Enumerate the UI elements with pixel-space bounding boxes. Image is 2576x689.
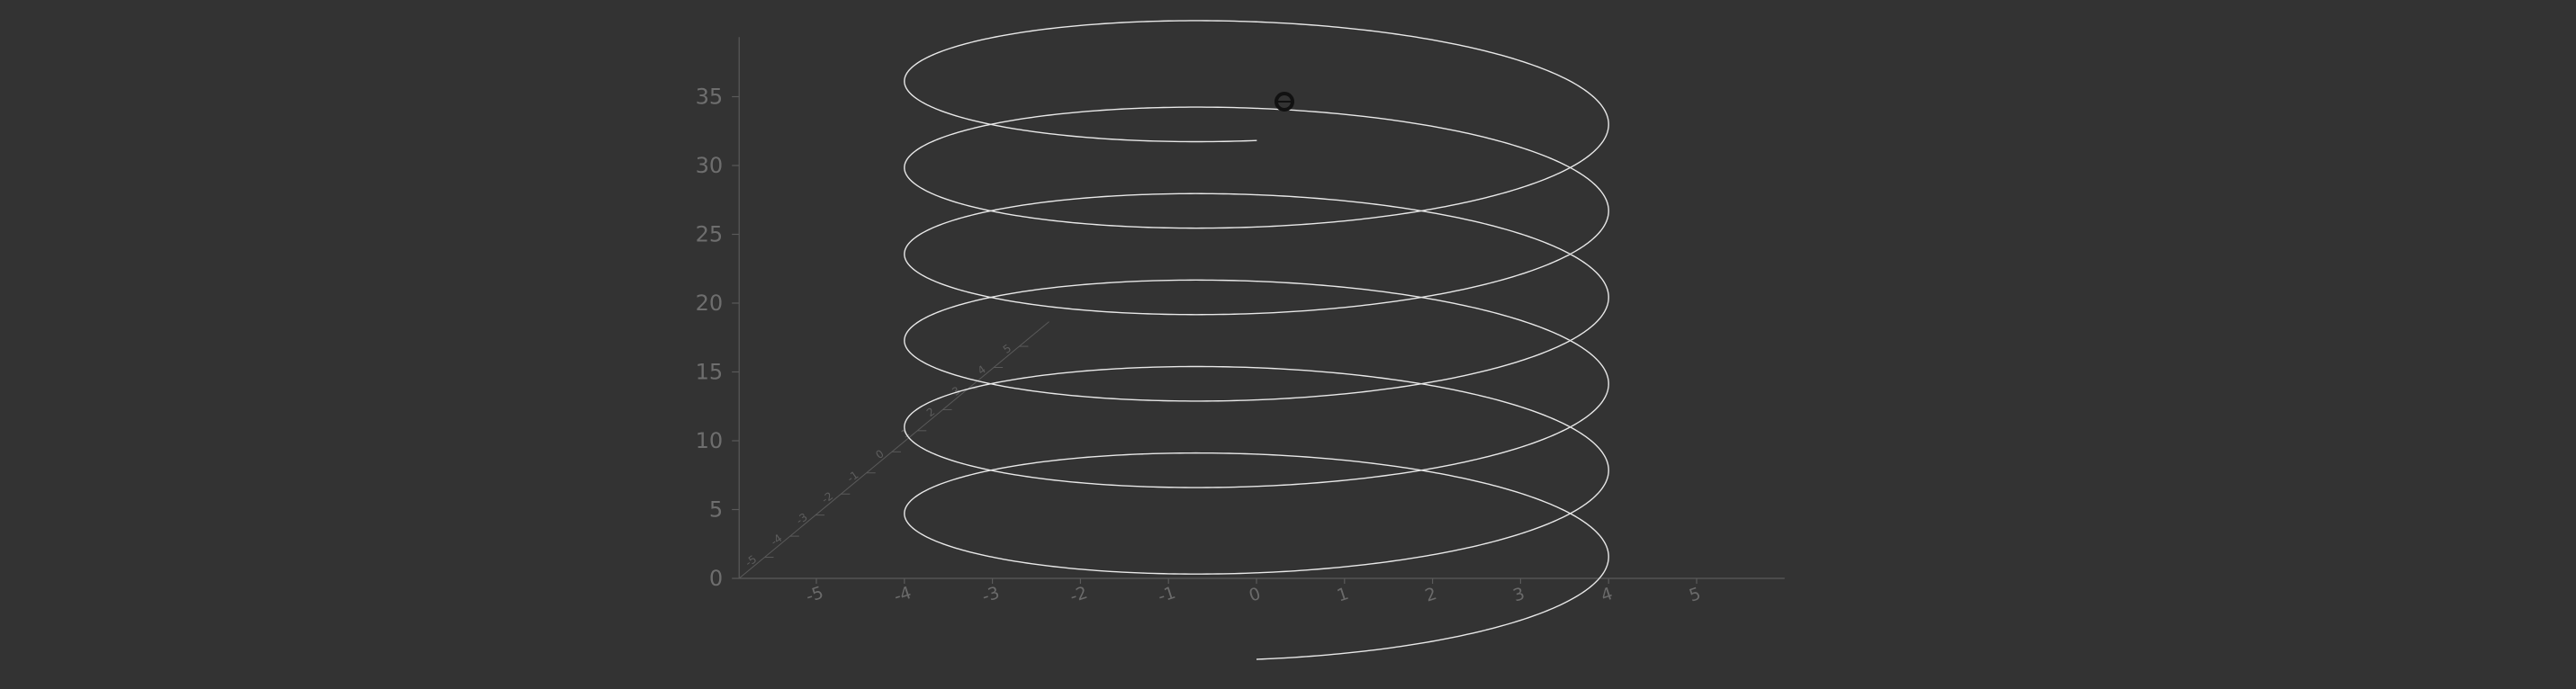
- y-tick-label: 4: [976, 362, 988, 377]
- z-tick-label: 30: [696, 153, 724, 178]
- x-tick-label: 3: [1510, 584, 1527, 606]
- series-group: [904, 20, 1609, 660]
- cursor-marker[interactable]: [1274, 92, 1294, 112]
- helix-series-line: [904, 20, 1609, 660]
- x-tick-label: 5: [1687, 584, 1703, 606]
- overlay: [1274, 92, 1294, 112]
- x-tick-label: -1: [1156, 583, 1178, 607]
- y-tick-label: -1: [845, 469, 861, 485]
- y-tick-label: 2: [924, 405, 937, 419]
- x-tick-label: 1: [1335, 584, 1351, 606]
- z-tick-label: 35: [696, 85, 724, 110]
- y-tick-label: 0: [873, 447, 886, 461]
- z-tick-label: 5: [709, 497, 723, 523]
- x-tick-label: -2: [1067, 583, 1090, 607]
- z-tick-label: 25: [696, 222, 724, 247]
- y-tick-label: -3: [794, 511, 810, 527]
- y-tick-label: -4: [769, 532, 785, 548]
- y-axis-line: [738, 321, 1049, 579]
- y-tick-label: 5: [1001, 342, 1013, 356]
- z-tick-label: 20: [696, 291, 724, 316]
- y-tick-label: -2: [819, 489, 835, 506]
- z-tick-label: 0: [709, 566, 723, 591]
- x-tick-label: 2: [1423, 584, 1439, 606]
- x-tick-label: 4: [1599, 584, 1615, 606]
- x-tick-label: -5: [804, 583, 826, 607]
- x-tick-label: -4: [892, 583, 914, 607]
- y-tick-label: -5: [743, 553, 759, 569]
- z-tick-label: 10: [696, 428, 724, 453]
- z-tick-label: 15: [696, 360, 724, 385]
- x-tick-label: -3: [979, 583, 1002, 607]
- x-tick-label: 0: [1247, 584, 1263, 606]
